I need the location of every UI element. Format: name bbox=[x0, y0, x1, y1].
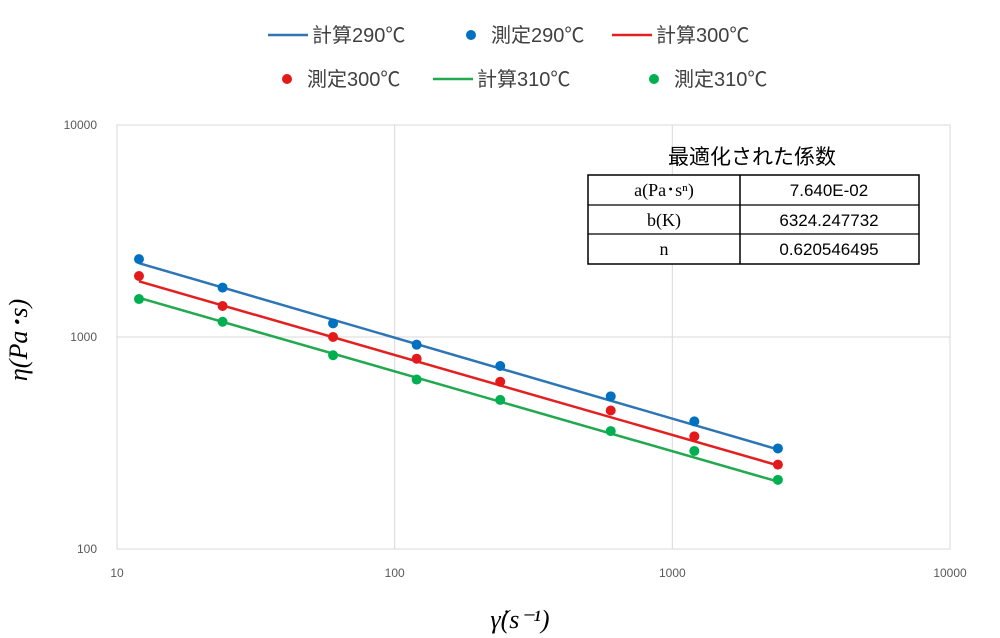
data-point-3 bbox=[217, 301, 228, 312]
legend-label: 測定290℃ bbox=[491, 24, 584, 47]
table-value-b: 6324.247732 bbox=[779, 211, 878, 230]
x-tick-label: 10000 bbox=[933, 566, 967, 580]
x-tick-label: 10 bbox=[110, 566, 124, 580]
legend-label: 計算300℃ bbox=[656, 24, 749, 47]
data-point-1 bbox=[495, 360, 506, 371]
table-param-n: n bbox=[660, 239, 669, 259]
table-value-n: 0.620546495 bbox=[779, 240, 878, 259]
grid bbox=[116, 124, 951, 550]
data-point-3 bbox=[689, 431, 700, 442]
y-tick-label: 10000 bbox=[64, 118, 98, 132]
data-point-5 bbox=[411, 374, 422, 385]
data-point-5 bbox=[605, 426, 616, 437]
legend-marker-swatch bbox=[282, 74, 292, 84]
legend-label: 測定310℃ bbox=[674, 68, 767, 91]
legend-marker-swatch bbox=[466, 30, 476, 40]
data-point-3 bbox=[772, 459, 783, 470]
x-tick-label: 1000 bbox=[659, 566, 686, 580]
data-point-5 bbox=[495, 394, 506, 405]
series-line-4 bbox=[138, 296, 779, 483]
table-param-b: b(K) bbox=[647, 210, 681, 231]
data-point-3 bbox=[328, 332, 339, 342]
data-point-1 bbox=[133, 254, 144, 265]
y-axis-title: η(Pa･s) bbox=[4, 299, 33, 381]
data-point-3 bbox=[133, 270, 144, 281]
table-border bbox=[587, 174, 920, 265]
legend-label: 計算310℃ bbox=[477, 68, 570, 91]
y-tick-label: 100 bbox=[77, 542, 97, 556]
legend: 計算290℃ 測定290℃ 計算300℃ 測定300℃ 計算310℃ 測定310℃ bbox=[268, 24, 767, 91]
legend-marker-swatch bbox=[649, 74, 659, 84]
legend-label: 測定300℃ bbox=[307, 68, 400, 91]
data-point-3 bbox=[495, 376, 506, 387]
coefficient-table: 最適化された係数 a(Pa･sⁿ) 7.640E-02 b(K) 6324.24… bbox=[587, 146, 920, 265]
table-title: 最適化された係数 bbox=[668, 146, 836, 169]
x-tick-label: 100 bbox=[385, 566, 405, 580]
data-point-5 bbox=[328, 350, 339, 361]
series-line-0 bbox=[138, 261, 779, 451]
x-axis-title: γ̇(s⁻¹) bbox=[490, 605, 549, 634]
data-point-5 bbox=[133, 294, 144, 305]
legend-label: 計算290℃ bbox=[312, 24, 405, 47]
data-point-1 bbox=[689, 416, 700, 427]
series-layer bbox=[133, 254, 783, 485]
series-line-2 bbox=[138, 280, 779, 467]
table-value-a: 7.640E-02 bbox=[790, 181, 868, 200]
data-point-5 bbox=[772, 474, 783, 485]
data-point-1 bbox=[605, 391, 616, 402]
table-param-a: a(Pa･sⁿ) bbox=[634, 180, 694, 201]
y-tick-label: 1000 bbox=[70, 330, 97, 344]
tick-labels: 10 100 1000 10000 100 1000 10000 bbox=[64, 118, 967, 580]
data-point-1 bbox=[328, 318, 339, 329]
data-point-5 bbox=[689, 445, 700, 456]
data-point-5 bbox=[217, 316, 228, 327]
data-point-3 bbox=[411, 353, 422, 364]
data-point-1 bbox=[217, 282, 228, 293]
data-point-3 bbox=[605, 405, 616, 416]
data-point-1 bbox=[772, 443, 783, 454]
data-point-1 bbox=[411, 339, 422, 350]
